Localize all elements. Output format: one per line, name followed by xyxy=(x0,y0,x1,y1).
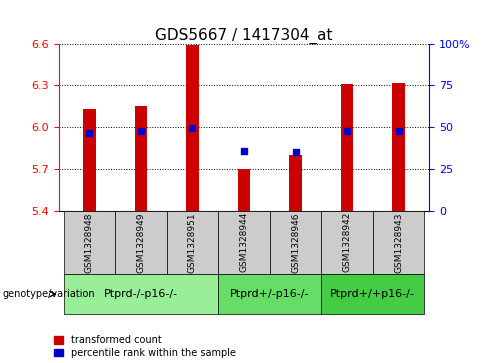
Title: GDS5667 / 1417304_at: GDS5667 / 1417304_at xyxy=(155,27,333,44)
Text: GSM1328946: GSM1328946 xyxy=(291,212,300,273)
Text: GSM1328942: GSM1328942 xyxy=(343,212,351,273)
Bar xyxy=(341,84,353,211)
Bar xyxy=(64,274,218,314)
Bar xyxy=(373,211,424,274)
Bar xyxy=(83,109,96,211)
Text: GSM1328951: GSM1328951 xyxy=(188,212,197,273)
Bar xyxy=(270,211,321,274)
Text: GSM1328949: GSM1328949 xyxy=(137,212,145,273)
Bar xyxy=(321,274,424,314)
Bar xyxy=(186,45,199,211)
Text: genotype/variation: genotype/variation xyxy=(2,289,95,299)
Text: GSM1328944: GSM1328944 xyxy=(240,212,248,273)
Bar xyxy=(64,211,115,274)
Text: GSM1328943: GSM1328943 xyxy=(394,212,403,273)
Legend: transformed count, percentile rank within the sample: transformed count, percentile rank withi… xyxy=(54,335,236,358)
Bar xyxy=(218,274,321,314)
Bar xyxy=(218,211,270,274)
Bar xyxy=(321,211,373,274)
Bar xyxy=(392,82,405,211)
Bar xyxy=(115,211,167,274)
Text: Ptprd+/-p16-/-: Ptprd+/-p16-/- xyxy=(230,289,309,299)
Bar xyxy=(135,106,147,211)
Text: Ptprd-/-p16-/-: Ptprd-/-p16-/- xyxy=(104,289,178,299)
Text: GSM1328948: GSM1328948 xyxy=(85,212,94,273)
Text: Ptprd+/+p16-/-: Ptprd+/+p16-/- xyxy=(330,289,415,299)
Bar xyxy=(238,169,250,211)
Bar xyxy=(289,155,302,211)
Bar xyxy=(167,211,218,274)
